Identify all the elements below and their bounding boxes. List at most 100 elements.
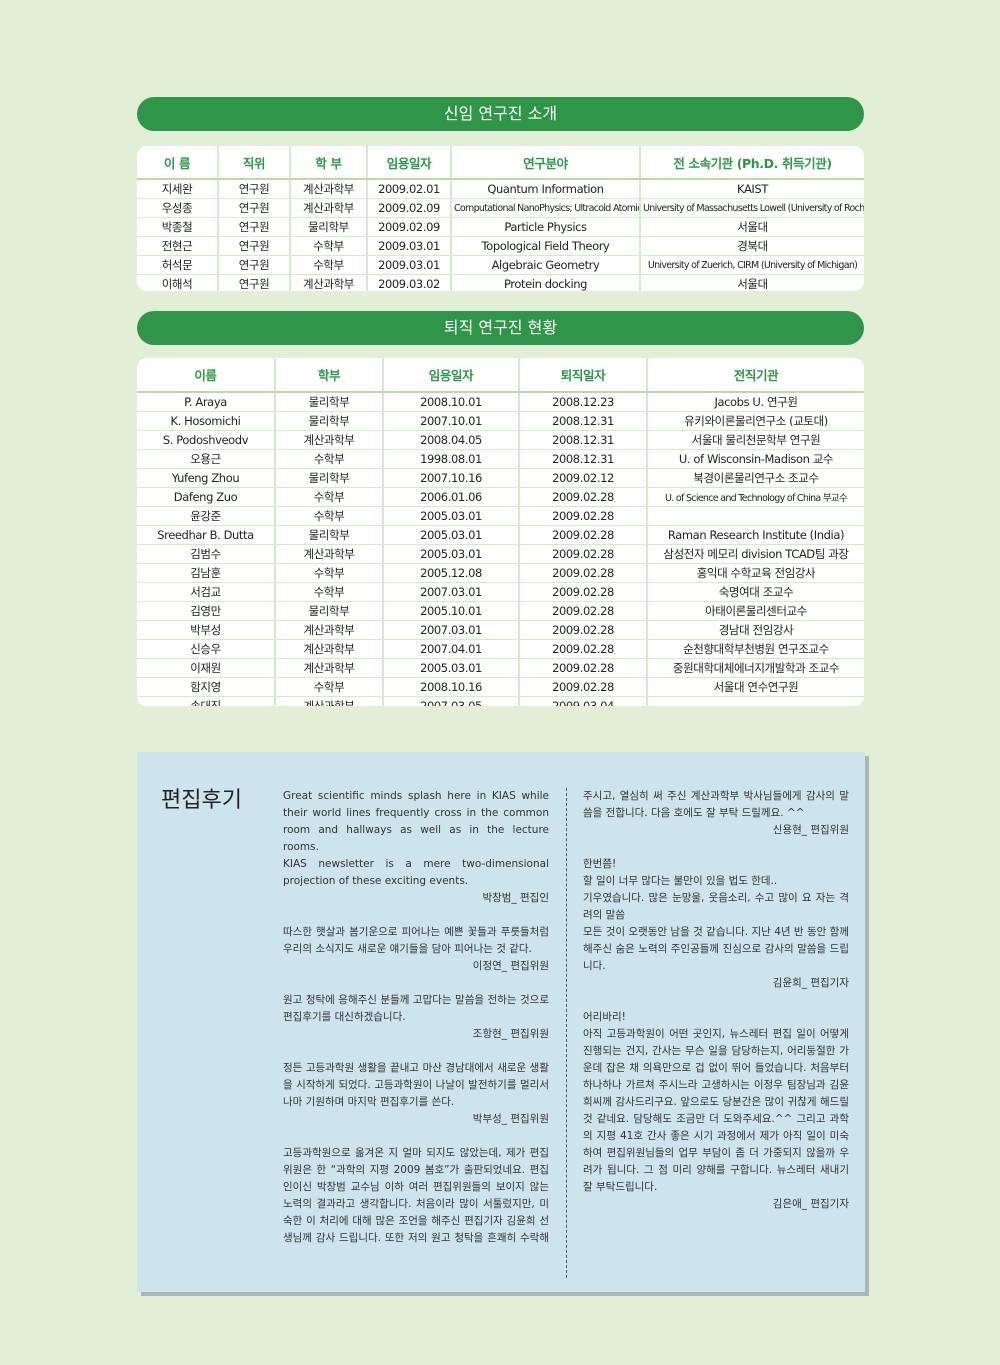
table-cell: 2009.02.28: [518, 563, 647, 583]
editorial-text: 모든 것이 오랫동안 남을 것 같습니다. 지난 4년 반 동안 함께해주신 숨…: [583, 926, 849, 972]
table-cell: 2009.02.28: [518, 487, 647, 507]
table-cell: 수학부: [274, 506, 383, 526]
table-cell: 2009.03.01: [366, 255, 451, 275]
column-header: 이 름: [137, 146, 218, 180]
table-cell: Computational NanoPhysics; Ultracold Ato…: [450, 198, 640, 218]
table-row: 박종철 연구원 물리학부 2009.02.09 Particle Physics 서울대: [137, 217, 864, 237]
table-cell: 경북대: [639, 236, 864, 256]
table-row: 신승우 계산과학부 2007.04.01 2009.02.28 순천향대학부천병원 연구…: [137, 639, 864, 659]
table-row: 박부성 계산과학부 2007.03.01 2009.02.28 경남대 전임강사: [137, 620, 864, 640]
editorial-text: 기우였습니다. 많은 눈망울, 웃음소리, 수고 많이 요 자는 격려의 말씀: [583, 892, 849, 921]
table-cell: 2008.12.23: [518, 392, 647, 412]
table-cell: 2007.03.01: [382, 582, 519, 602]
table-cell: Algebraic Geometry: [450, 255, 640, 275]
editorial-box: 편집후기 Great scientific minds splash here …: [137, 752, 865, 1292]
table-cell: 2009.02.28: [518, 544, 647, 564]
editorial-signature: 신용현_ 편집위원: [772, 824, 849, 836]
table-row: 우성종 연구원 계산과학부 2009.02.09 Computational NanoP…: [137, 198, 864, 218]
table-row: Sreedhar B. Dutta 물리학부 2005.03.01 2009.02.2…: [137, 525, 864, 545]
table-cell: 2007.10.01: [382, 411, 519, 431]
table-cell: 전현근: [137, 236, 218, 256]
table-cell: 숙명여대 조교수: [646, 582, 864, 602]
table-cell: 이재원: [137, 658, 275, 678]
table-cell: 계산과학부: [274, 696, 383, 706]
editorial-text: 고등과학원으로 옮겨온 지 얼마 되지도 않았는데, 제가 편집위원은 한 “과…: [283, 790, 849, 1244]
table-cell: 2009.02.28: [518, 601, 647, 621]
table-cell: 2005.12.08: [382, 563, 519, 583]
table-cell: 서울대: [639, 274, 864, 291]
table-cell: 김범수: [137, 544, 275, 564]
table-cell: 아태이론물리센터교수: [646, 601, 864, 621]
table-cell: 중원대학대체에너지개발학과 조교수: [646, 658, 864, 678]
table-row: 윤강준 수학부 2005.03.01 2009.02.28: [137, 506, 864, 526]
table-cell: University of Massachusetts Lowell (Univ…: [639, 198, 864, 218]
table-cell: 연구원: [217, 236, 290, 256]
table-cell: 2009.02.01: [366, 179, 451, 199]
table-cell: U. of Science and Technology of China 부교…: [646, 487, 864, 507]
column-header: 학 부: [289, 146, 367, 180]
table-cell: 2009.02.28: [518, 582, 647, 602]
table-cell: [646, 696, 864, 706]
table-cell: 2009.02.28: [518, 677, 647, 697]
table-cell: 서울대: [639, 217, 864, 237]
table-cell: 2008.12.31: [518, 430, 647, 450]
table-cell: 계산과학부: [274, 658, 383, 678]
table-row: S. Podoshveodv 계산과학부 2008.04.05 2008.12.31 서…: [137, 430, 864, 450]
table-cell: 경남대 전임강사: [646, 620, 864, 640]
table-row: 서검교 수학부 2007.03.01 2009.02.28 숙명여대 조교수: [137, 582, 864, 602]
editorial-text: 원고 청탁에 응해주신 분들께 고맙다는 말씀을 전하는 것으로 편집후기를 대…: [283, 994, 549, 1023]
table-cell: P. Araya: [137, 392, 275, 412]
table-cell: 연구원: [217, 255, 290, 275]
table-cell: 이해석: [137, 274, 218, 291]
table-cell: S. Podoshveodv: [137, 430, 275, 450]
table-cell: 수학부: [274, 563, 383, 583]
table-cell: 2007.03.05: [382, 696, 519, 706]
table-cell: 계산과학부: [274, 620, 383, 640]
table-cell: 계산과학부: [289, 179, 367, 199]
table-cell: 수학부: [289, 236, 367, 256]
table-cell: 계산과학부: [274, 639, 383, 659]
editorial-text: KIAS newsletter is a mere two-dimensiona…: [283, 858, 549, 887]
table-cell: 물리학부: [274, 525, 383, 545]
table-cell: 2009.02.09: [366, 198, 451, 218]
table-cell: 순천향대학부천병원 연구조교수: [646, 639, 864, 659]
table-cell: 2005.03.01: [382, 658, 519, 678]
editorial-text: Great scientific minds splash here in KI…: [283, 790, 549, 853]
table-cell: 2009.03.01: [366, 236, 451, 256]
new-staff-card: 이 름 직위 학 부 임용일자 연구분야 전 소속기관 (Ph.D. 취득기관) 지세완 연구…: [137, 146, 864, 291]
table-cell: 송대진: [137, 696, 275, 706]
table-row: P. Araya 물리학부 2008.10.01 2008.12.23 Jacobs U…: [137, 392, 864, 412]
table-cell: 북경이론물리연구소 조교수: [646, 468, 864, 488]
editorial-signature: 박부성_ 편집위원: [472, 1113, 549, 1125]
column-header: 퇴직일자: [518, 358, 647, 393]
column-header: 직위: [217, 146, 290, 180]
table-cell: 물리학부: [274, 411, 383, 431]
editorial-text: 할 일이 너무 많다는 불만이 있을 법도 한데..: [583, 875, 778, 887]
table-cell: 지세완: [137, 179, 218, 199]
section-banner: 신임 연구진 소개: [137, 97, 864, 131]
editorial-text: 한번쯤!: [583, 858, 617, 870]
table-cell: 연구원: [217, 274, 290, 291]
editorial-text: 아직 고등과학원이 어떤 곳인지, 뉴스레터 편집 일이 어떻게 진행되는 건지…: [583, 1028, 849, 1193]
column-header: 임용일자: [366, 146, 451, 180]
table-cell: 서울대 물리천문학부 연구원: [646, 430, 864, 450]
table-cell: Raman Research Institute (India): [646, 525, 864, 545]
table-cell: 유키와이론물리연구소 (교토대): [646, 411, 864, 431]
retired-staff-table: 이름 학부 임용일자 퇴직일자 전직기관 P. Araya 물리학부 2008.10.01 20…: [137, 358, 864, 706]
table-cell: 2005.03.01: [382, 506, 519, 526]
table-cell: 2008.12.31: [518, 411, 647, 431]
table-row: 오용근 수학부 1998.08.01 2008.12.31 U. of Wisconsi…: [137, 449, 864, 469]
editorial-signature: 조항현_ 편집위원: [472, 1028, 549, 1040]
table-cell: 수학부: [274, 582, 383, 602]
table-row: K. Hosomichi 물리학부 2007.10.01 2008.12.31 유키와이…: [137, 411, 864, 431]
table-cell: 삼성전자 메모리 division TCAD팀 과장: [646, 544, 864, 564]
table-cell: 수학부: [289, 255, 367, 275]
table-cell: 허석문: [137, 255, 218, 275]
new-staff-table: 이 름 직위 학 부 임용일자 연구분야 전 소속기관 (Ph.D. 취득기관) 지세완 연구…: [137, 146, 864, 291]
table-cell: 물리학부: [274, 468, 383, 488]
table-cell: 2009.02.09: [366, 217, 451, 237]
table-row: 지세완 연구원 계산과학부 2009.02.01 Quantum Information…: [137, 179, 864, 199]
column-header: 연구분야: [450, 146, 640, 180]
table-cell: 김영만: [137, 601, 275, 621]
editorial-signature: 김윤희_ 편집기자: [772, 977, 849, 989]
